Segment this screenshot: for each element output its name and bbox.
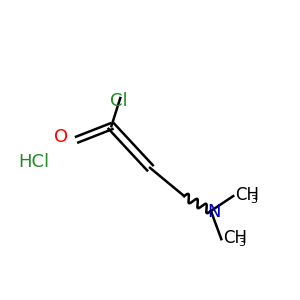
Text: CH: CH xyxy=(223,229,247,247)
Text: CH: CH xyxy=(235,186,259,204)
Text: HCl: HCl xyxy=(19,153,50,171)
Text: Cl: Cl xyxy=(110,92,128,110)
Text: N: N xyxy=(208,203,221,221)
Text: 3: 3 xyxy=(250,195,257,205)
Text: 3: 3 xyxy=(238,238,245,248)
Text: O: O xyxy=(54,128,68,146)
